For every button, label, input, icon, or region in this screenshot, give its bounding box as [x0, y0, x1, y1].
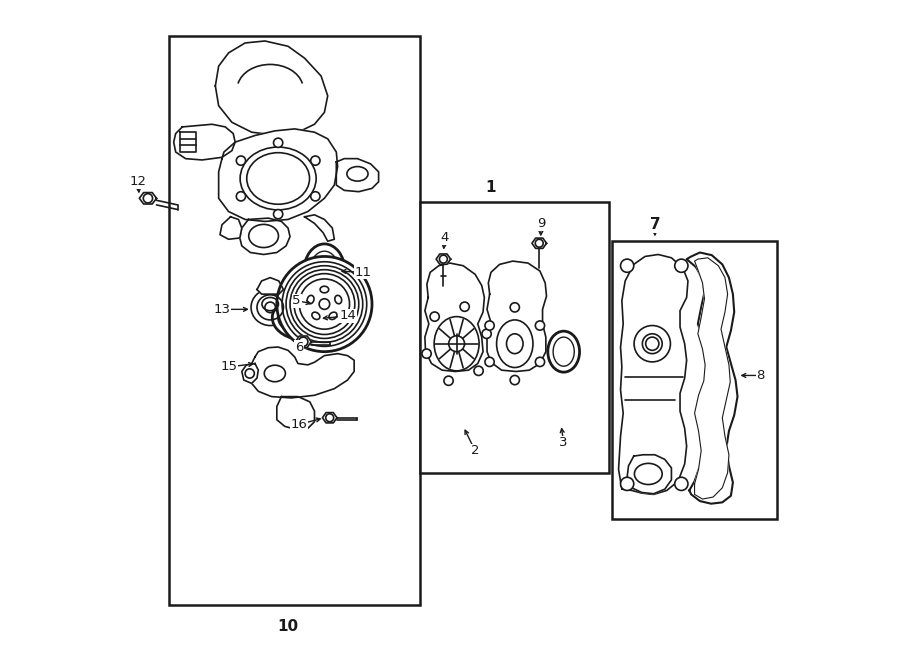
Text: 5: 5	[292, 294, 301, 307]
Text: 7: 7	[650, 217, 661, 232]
Polygon shape	[174, 124, 235, 160]
Polygon shape	[295, 336, 311, 348]
Circle shape	[310, 156, 320, 165]
Polygon shape	[618, 254, 688, 494]
Ellipse shape	[251, 289, 290, 325]
Polygon shape	[250, 347, 355, 398]
Circle shape	[237, 156, 246, 165]
Circle shape	[277, 256, 372, 352]
Circle shape	[444, 376, 454, 385]
Ellipse shape	[310, 251, 339, 291]
Ellipse shape	[634, 326, 670, 362]
Polygon shape	[627, 455, 671, 494]
Polygon shape	[322, 412, 337, 423]
Circle shape	[237, 192, 246, 201]
Ellipse shape	[320, 286, 328, 293]
Circle shape	[274, 210, 283, 219]
Ellipse shape	[278, 307, 316, 334]
Circle shape	[474, 366, 483, 375]
Text: 10: 10	[277, 619, 299, 634]
Ellipse shape	[312, 312, 319, 319]
Circle shape	[310, 192, 320, 201]
Circle shape	[645, 337, 659, 350]
Ellipse shape	[329, 312, 337, 319]
Text: 11: 11	[355, 266, 371, 279]
Circle shape	[620, 259, 634, 272]
Circle shape	[460, 302, 469, 311]
Ellipse shape	[335, 295, 342, 304]
Text: 3: 3	[560, 436, 568, 449]
Ellipse shape	[307, 295, 314, 304]
Polygon shape	[277, 397, 314, 430]
Circle shape	[245, 369, 255, 378]
Ellipse shape	[554, 337, 574, 366]
Circle shape	[620, 477, 634, 490]
Text: 12: 12	[130, 175, 147, 188]
Circle shape	[510, 375, 519, 385]
Circle shape	[536, 357, 544, 366]
Ellipse shape	[497, 320, 533, 368]
Text: 15: 15	[220, 360, 237, 373]
Bar	[169, 36, 420, 605]
Circle shape	[482, 329, 491, 338]
Polygon shape	[532, 238, 546, 249]
Ellipse shape	[507, 334, 523, 354]
Polygon shape	[220, 217, 242, 239]
Circle shape	[536, 321, 544, 330]
Polygon shape	[695, 258, 730, 499]
Polygon shape	[239, 218, 290, 254]
Polygon shape	[436, 254, 451, 264]
Circle shape	[485, 357, 494, 366]
Ellipse shape	[434, 317, 479, 371]
Polygon shape	[487, 261, 546, 371]
Circle shape	[300, 279, 349, 329]
Circle shape	[449, 336, 464, 352]
Text: 4: 4	[440, 231, 449, 245]
Circle shape	[510, 303, 519, 312]
Polygon shape	[687, 253, 737, 504]
Circle shape	[430, 312, 439, 321]
Circle shape	[675, 477, 688, 490]
Ellipse shape	[548, 331, 580, 372]
Text: 13: 13	[213, 303, 230, 316]
Polygon shape	[180, 132, 195, 152]
Circle shape	[422, 349, 431, 358]
Polygon shape	[304, 215, 334, 241]
Polygon shape	[242, 364, 258, 383]
Polygon shape	[140, 192, 157, 204]
Text: 16: 16	[291, 418, 308, 431]
Polygon shape	[215, 41, 328, 136]
Circle shape	[274, 138, 283, 147]
Polygon shape	[425, 263, 484, 371]
Text: 2: 2	[471, 444, 480, 457]
Ellipse shape	[272, 302, 321, 339]
Circle shape	[320, 299, 329, 309]
Text: 14: 14	[339, 309, 356, 323]
Ellipse shape	[643, 334, 662, 354]
Text: 6: 6	[295, 340, 303, 354]
Ellipse shape	[304, 244, 345, 298]
Text: 1: 1	[486, 180, 496, 195]
Text: 8: 8	[757, 369, 765, 382]
Bar	[420, 202, 608, 473]
Polygon shape	[337, 159, 379, 192]
Circle shape	[675, 259, 688, 272]
Circle shape	[485, 321, 494, 330]
Polygon shape	[257, 278, 284, 294]
Polygon shape	[219, 129, 338, 221]
Bar	[612, 241, 778, 519]
Text: 9: 9	[537, 217, 545, 230]
